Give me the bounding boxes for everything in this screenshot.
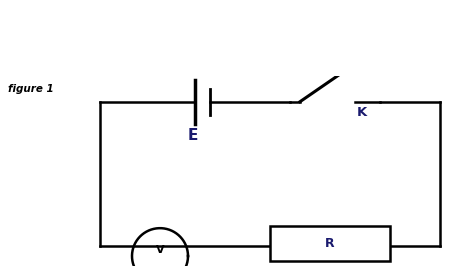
Text: Battery – Voltmeter – Variable resistance box –
Circuit switch.: Battery – Voltmeter – Variable resistanc…: [14, 16, 338, 48]
Text: R: R: [325, 237, 335, 250]
Text: E: E: [188, 128, 198, 143]
Text: V: V: [155, 245, 164, 255]
Text: figure 1: figure 1: [8, 84, 54, 94]
Text: K: K: [357, 106, 367, 119]
Bar: [270, 226, 390, 261]
